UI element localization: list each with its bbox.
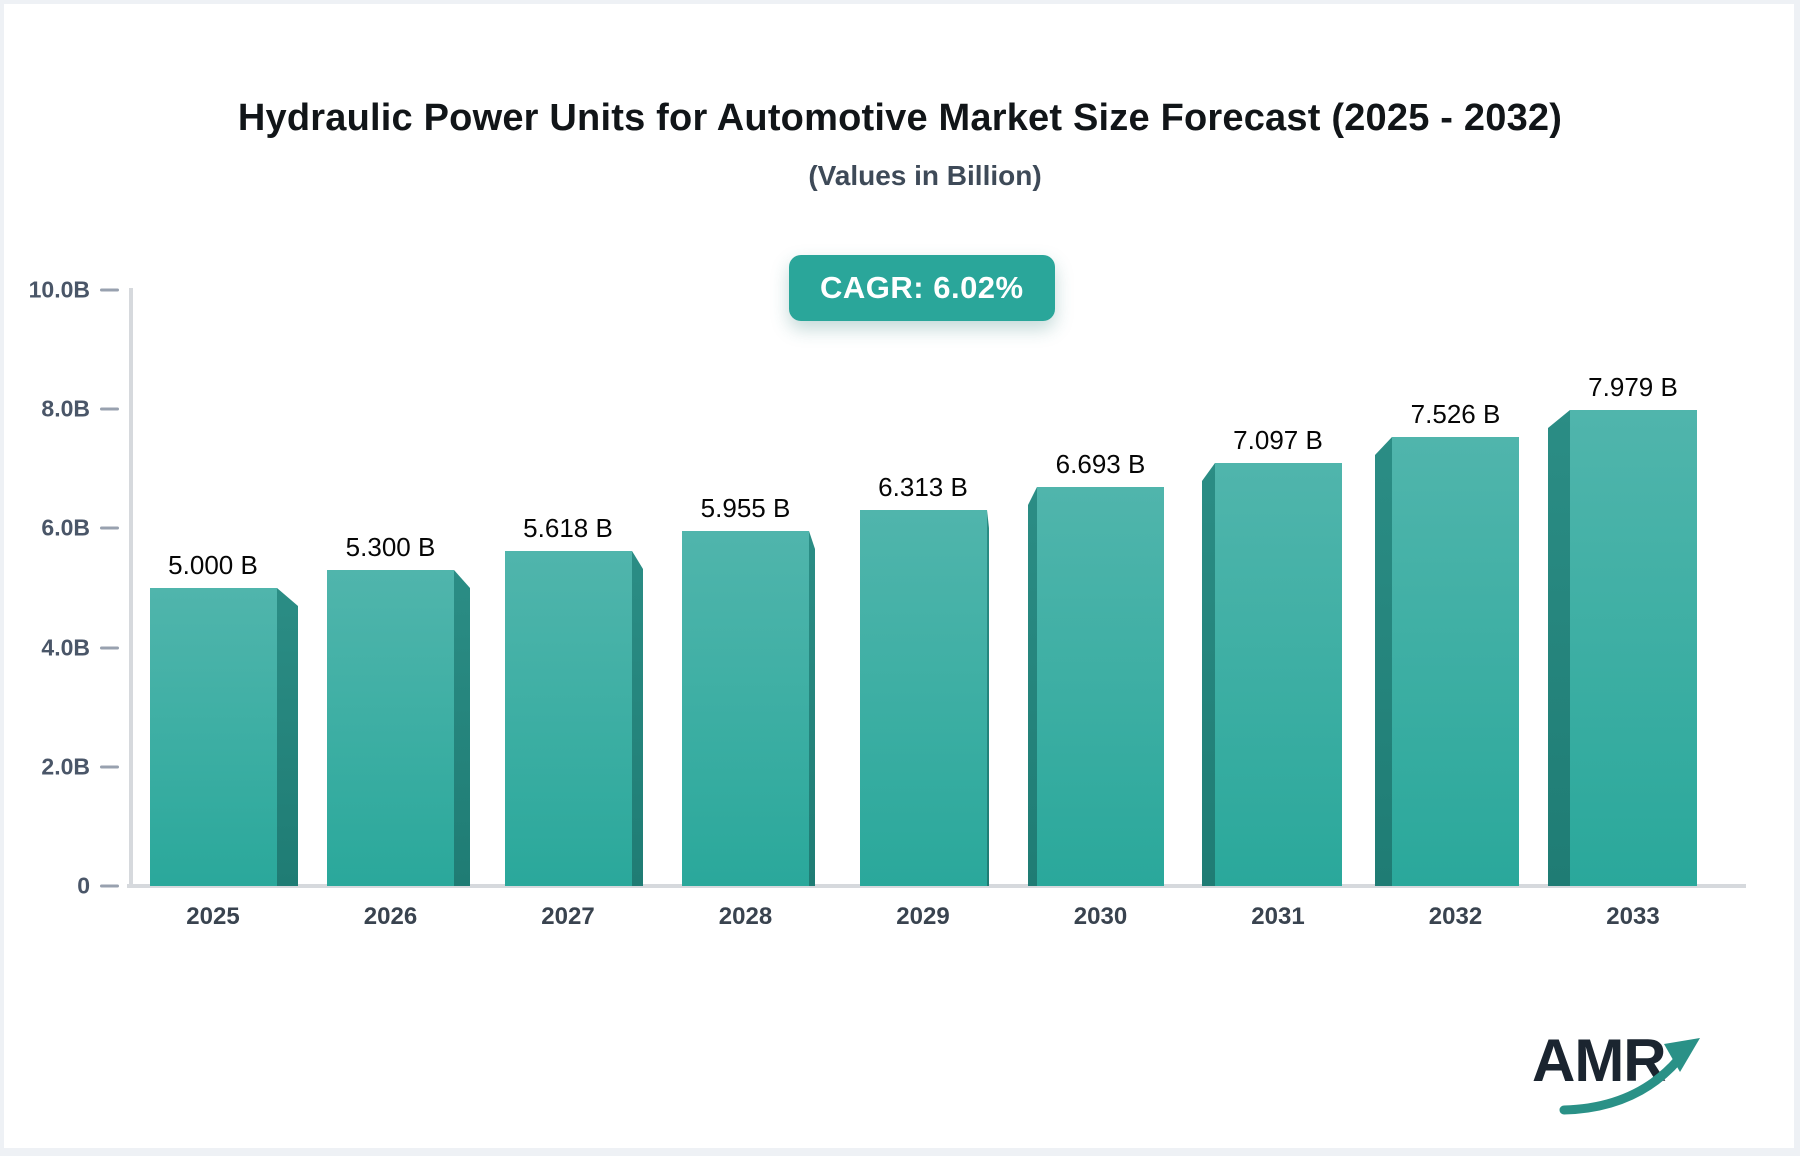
chart-title: Hydraulic Power Units for Automotive Mar… — [237, 97, 1563, 139]
y-axis-tick-label: 0 — [77, 872, 90, 899]
y-axis-tick-label: 4.0B — [41, 634, 90, 661]
bar-2029 — [860, 510, 987, 886]
bar-side-face — [1548, 410, 1570, 886]
y-axis-tick-mark — [100, 646, 119, 650]
growth-arrow-icon — [1559, 1038, 1700, 1115]
bar-2032 — [1392, 437, 1519, 886]
bar-value-label: 7.097 B — [1233, 425, 1323, 455]
bar-side-face — [1202, 463, 1215, 886]
y-axis-tick-label: 8.0B — [41, 395, 90, 422]
bar-2025 — [150, 588, 277, 886]
bar-side-face — [277, 588, 298, 886]
x-axis-label-2027: 2027 — [541, 903, 595, 930]
bar-value-label: 5.000 B — [168, 550, 258, 580]
bar-2031 — [1215, 463, 1342, 886]
bar-2033 — [1570, 410, 1697, 886]
chart-subtitle: (Values in Billion) — [808, 160, 1042, 191]
bar-value-label: 5.618 B — [523, 513, 613, 543]
bar-side-face — [1375, 437, 1392, 886]
bar-value-label: 6.693 B — [1055, 449, 1146, 479]
bar-value-label: 5.300 B — [345, 532, 436, 562]
x-axis-label-2028: 2028 — [718, 903, 773, 930]
bar-side-face — [809, 531, 815, 886]
amr-logo: AMR — [1518, 1014, 1718, 1124]
y-axis-tick-mark — [100, 884, 119, 888]
y-axis-tick-label: 2.0B — [41, 753, 90, 780]
bar-value-label: 7.526 B — [1410, 399, 1501, 429]
y-axis-tick-mark — [100, 526, 119, 530]
bar-side-face — [1028, 487, 1037, 886]
amr-logo-text: AMR — [1532, 1027, 1667, 1094]
y-axis-tick-mark — [100, 407, 119, 411]
x-axis-label-2030: 2030 — [1073, 903, 1128, 930]
x-axis-label-2033: 2033 — [1606, 903, 1660, 930]
bar-value-label: 7.979 B — [1588, 372, 1678, 402]
y-axis-tick-label: 6.0B — [41, 514, 90, 541]
bar-value-label: 5.955 B — [700, 493, 791, 523]
bar-value-label: 6.313 B — [878, 472, 968, 502]
bar-2028 — [682, 531, 809, 886]
y-axis-tick-mark — [100, 288, 119, 292]
x-axis-label-2031: 2031 — [1251, 903, 1305, 930]
bar-side-face — [632, 551, 643, 886]
y-axis-tick-label: 10.0B — [28, 276, 90, 303]
bar-2030 — [1037, 487, 1164, 886]
bar-side-face — [454, 570, 470, 886]
x-axis-label-2029: 2029 — [896, 903, 950, 930]
cagr-badge: CAGR: 6.02% — [789, 255, 1055, 321]
bar-2026 — [327, 570, 454, 886]
x-axis-line — [127, 884, 1746, 888]
y-axis-line — [129, 288, 133, 887]
x-axis-label-2025: 2025 — [186, 903, 240, 930]
y-axis-tick-mark — [100, 765, 119, 769]
bar-2027 — [505, 551, 632, 886]
bar-side-face — [987, 510, 989, 886]
x-axis-label-2032: 2032 — [1428, 903, 1483, 930]
x-axis-label-2026: 2026 — [363, 903, 418, 930]
